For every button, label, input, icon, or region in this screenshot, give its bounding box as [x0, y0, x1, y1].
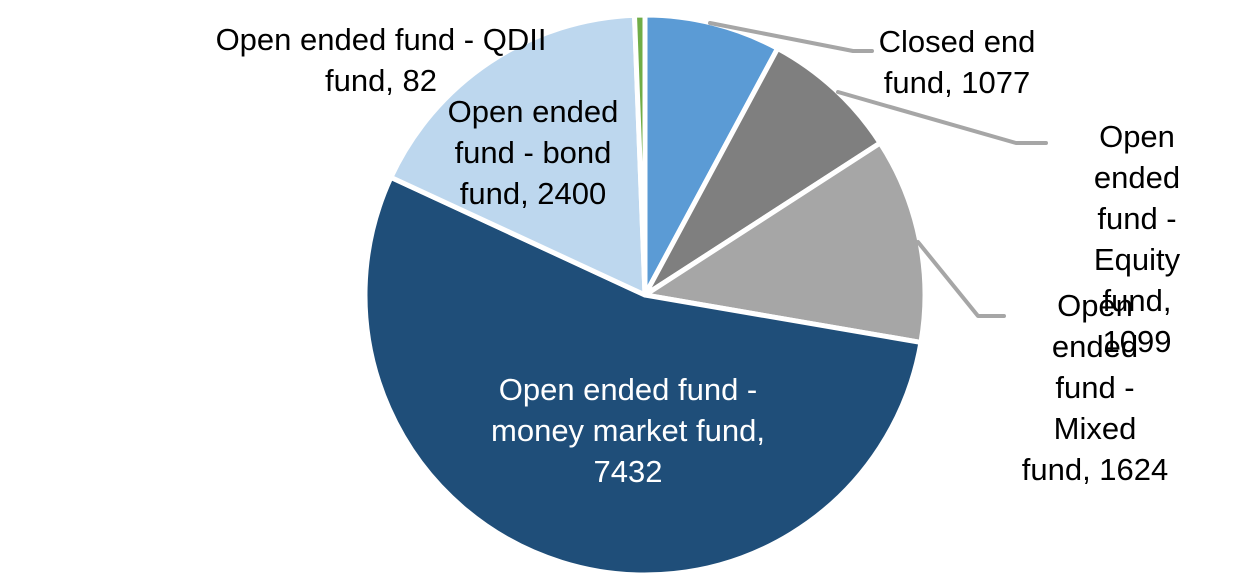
data-label-qdii-fund: Open ended fund - QDII fund, 82 [215, 22, 547, 98]
data-label-mixed-fund: Open ended fund - Mixed fund, 1624 [1021, 288, 1169, 487]
leader-line-closed-end-fund [708, 21, 874, 53]
pie-slice-open-ended-fund-money-market-fund[interactable] [362, 174, 924, 578]
pie-slices [362, 12, 928, 578]
data-label-closed-end-fund: Closed end fund, 1077 [878, 24, 1036, 100]
data-label-equity-fund: Open ended fund - Equity fund, 1099 [1093, 119, 1181, 359]
pie-slice-open-ended-fund-mixed-fund[interactable] [642, 140, 928, 345]
data-label-money-market-fund: Open ended fund - money market fund, 743… [491, 372, 765, 489]
pie-slice-open-ended-fund-equity-fund[interactable] [642, 45, 883, 298]
pie-slice-open-ended-fund-qdii-fund[interactable] [631, 12, 648, 298]
data-label-bond-fund: Open ended fund - bond fund, 2400 [447, 94, 619, 211]
leader-line-mixed-fund [916, 240, 1006, 318]
leader-line-equity-fund [836, 90, 1048, 145]
pie-slice-open-ended-fund-bond-fund[interactable] [388, 12, 648, 298]
